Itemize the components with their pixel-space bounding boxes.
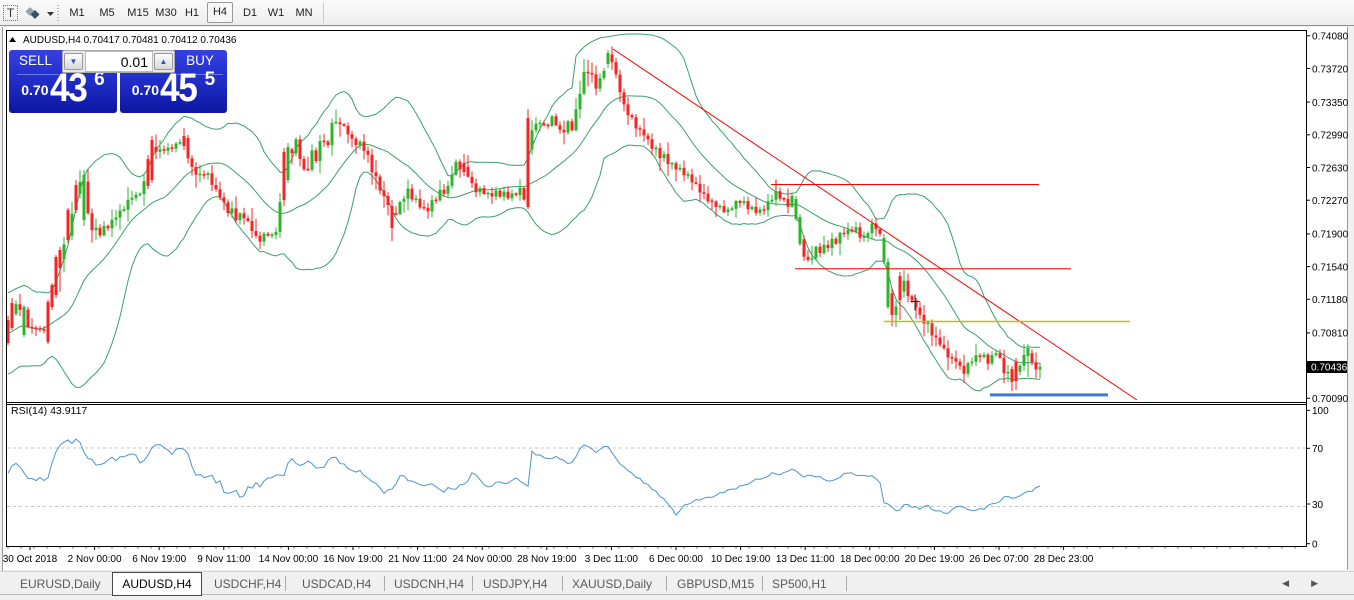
svg-text:0.70810: 0.70810 [1312,329,1349,340]
svg-text:18 Dec 00:00: 18 Dec 00:00 [840,554,900,565]
svg-text:0.71180: 0.71180 [1312,295,1348,306]
svg-text:20 Dec 19:00: 20 Dec 19:00 [905,554,965,565]
svg-text:100: 100 [1312,406,1329,417]
svg-text:9 Nov 11:00: 9 Nov 11:00 [197,554,251,565]
svg-text:2 Nov 00:00: 2 Nov 00:00 [68,554,122,565]
svg-text:16 Nov 19:00: 16 Nov 19:00 [323,554,383,565]
svg-text:14 Nov 00:00: 14 Nov 00:00 [259,554,319,565]
svg-text:0: 0 [1312,540,1318,551]
svg-text:0.72630: 0.72630 [1312,163,1349,174]
svg-text:21 Nov 11:00: 21 Nov 11:00 [388,554,447,565]
svg-text:0.72270: 0.72270 [1312,196,1349,207]
svg-text:3 Dec 11:00: 3 Dec 11:00 [585,554,639,565]
svg-text:28 Dec 23:00: 28 Dec 23:00 [1034,554,1094,565]
svg-text:0.73350: 0.73350 [1312,98,1349,109]
svg-text:0.73720: 0.73720 [1312,64,1349,75]
svg-text:30 Oct 2018: 30 Oct 2018 [3,554,58,565]
svg-text:RSI(14) 43.9117: RSI(14) 43.9117 [11,405,87,417]
svg-text:24 Nov 00:00: 24 Nov 00:00 [452,554,512,565]
svg-text:26 Dec 07:00: 26 Dec 07:00 [969,554,1029,565]
svg-text:0.74080: 0.74080 [1312,32,1349,43]
svg-text:70: 70 [1312,444,1324,455]
svg-text:0.70436: 0.70436 [1311,363,1348,374]
svg-text:28 Nov 19:00: 28 Nov 19:00 [517,554,577,565]
svg-text:10 Dec 19:00: 10 Dec 19:00 [711,554,771,565]
svg-text:13 Dec 11:00: 13 Dec 11:00 [776,554,835,565]
svg-text:6 Dec 00:00: 6 Dec 00:00 [649,554,703,565]
svg-text:6 Nov 19:00: 6 Nov 19:00 [132,554,186,565]
svg-text:0.70090: 0.70090 [1312,394,1349,405]
svg-text:0.72990: 0.72990 [1312,131,1349,142]
svg-text:0.71540: 0.71540 [1312,262,1349,273]
svg-text:0.71900: 0.71900 [1312,230,1349,241]
svg-text:30: 30 [1312,500,1324,511]
svg-text:AUDUSD,H4 0.70417 0.70481 0.7: AUDUSD,H4 0.70417 0.70481 0.70412 0.7043… [23,35,237,46]
